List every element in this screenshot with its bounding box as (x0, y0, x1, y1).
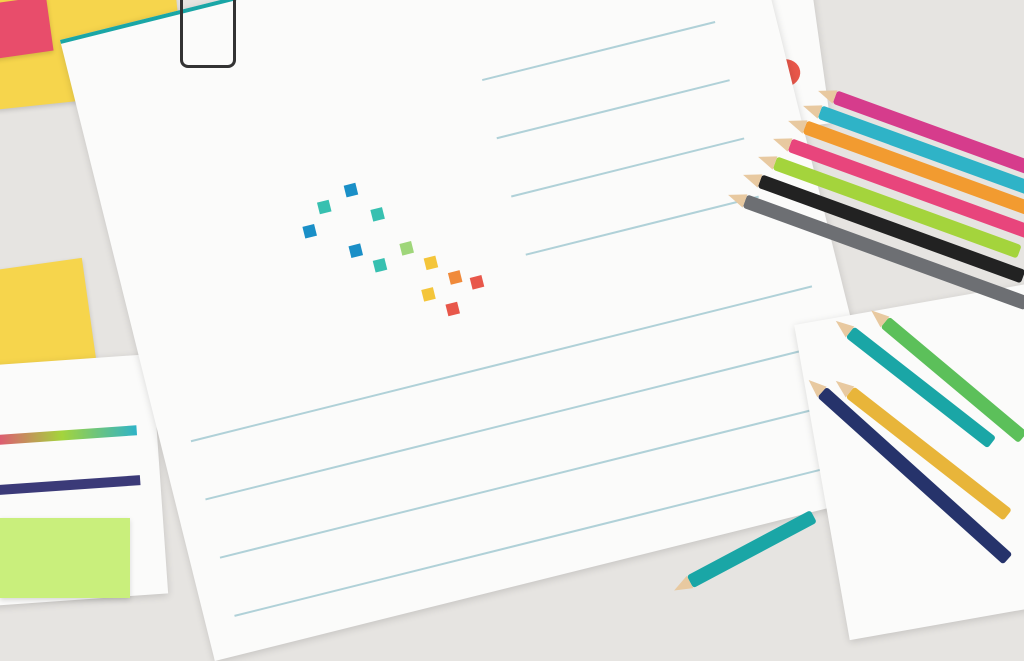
table-line (496, 79, 730, 140)
sticky-note-green (0, 518, 130, 598)
table-line (481, 21, 716, 82)
stripe-bar (0, 425, 138, 446)
eyeglasses (180, 0, 236, 68)
table-line (219, 401, 842, 559)
main-spreadsheet-paper (60, 0, 895, 661)
sticky-note-pink (0, 0, 54, 59)
stripe-bar (0, 475, 141, 496)
table-line (511, 137, 745, 198)
table-line (205, 343, 827, 501)
heatmap-chart (283, 142, 518, 355)
table-line (525, 195, 759, 256)
